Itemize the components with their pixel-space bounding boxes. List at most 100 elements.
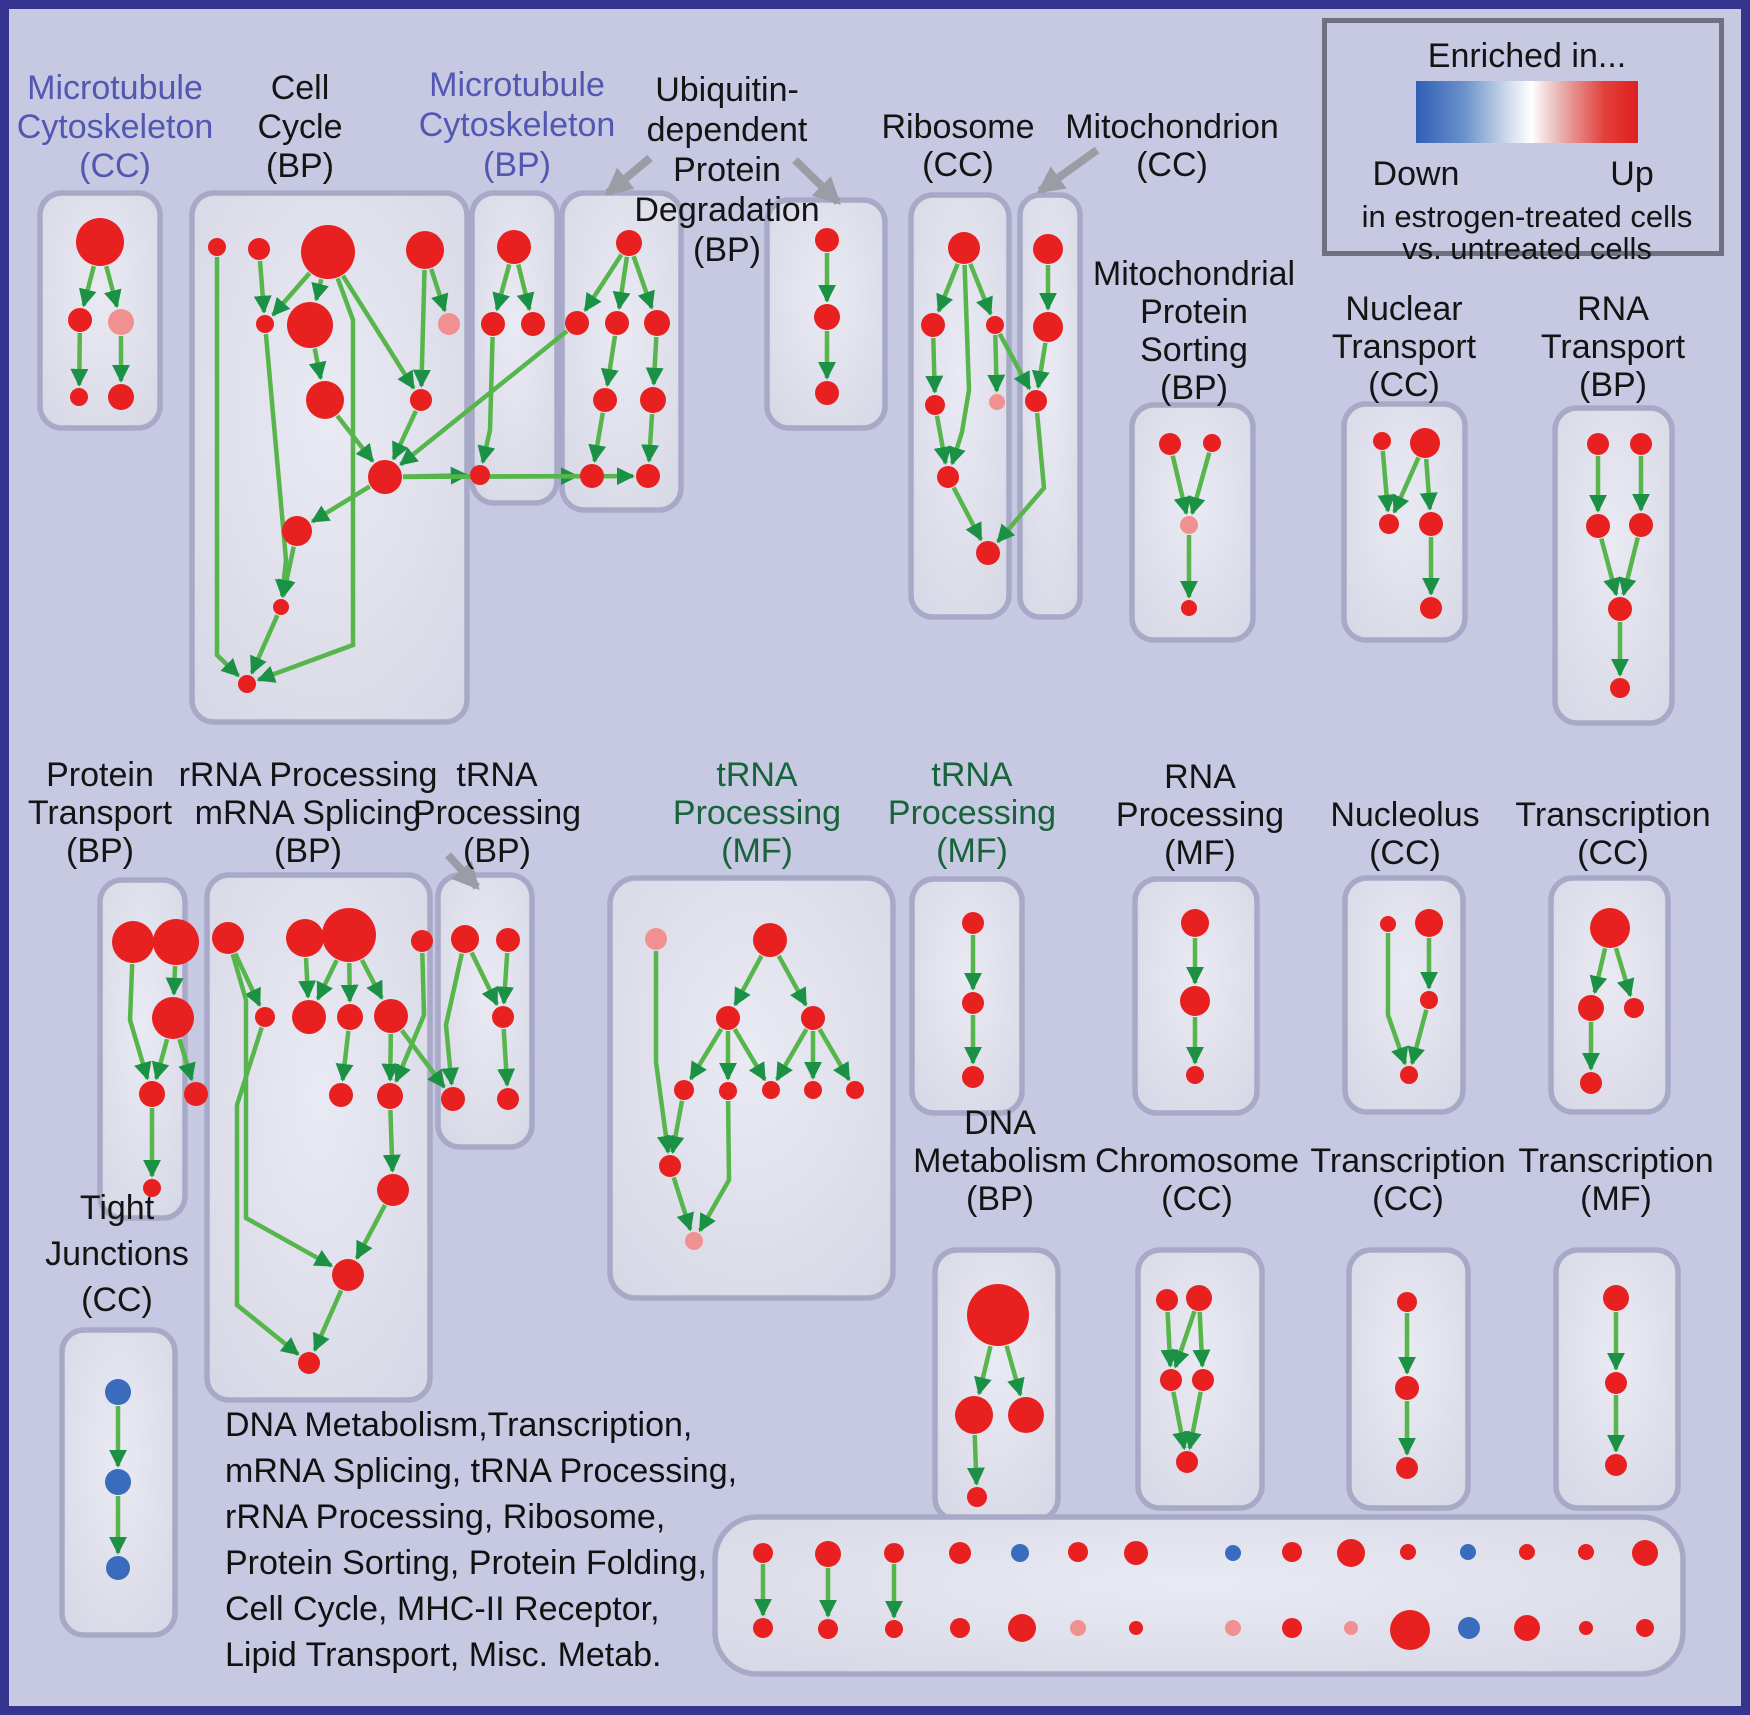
ubiquitin-degradation-bp-left-edge xyxy=(588,412,607,463)
tight-junctions-cc-node xyxy=(105,1469,131,1495)
cell-cycle-bp-edge xyxy=(253,260,272,314)
transcription-cc-mid-node xyxy=(1580,1072,1602,1094)
cell-cycle-bp-node xyxy=(410,389,432,411)
microtubule-cytoskeleton-cc-edge xyxy=(70,332,89,387)
nucleolus-cc-node xyxy=(1420,991,1438,1009)
dna-metabolism-bp-node xyxy=(967,1284,1029,1346)
ubiquitin-degradation-bp-left-node xyxy=(565,311,589,335)
ribosome-cc-node xyxy=(948,232,980,264)
rna-transport-bp-node xyxy=(1587,433,1609,455)
misc-terms-node xyxy=(1458,1617,1480,1639)
trna-processing-mf-large-node xyxy=(846,1081,864,1099)
transcription-cc-mid-edge xyxy=(1589,947,1608,995)
trna-processing-mf-large-node xyxy=(674,1080,694,1100)
microtubule-cytoskeleton-bp-edge xyxy=(492,263,512,312)
label-pointer-arrows xyxy=(445,146,1100,891)
cell-cycle-bp-edge xyxy=(412,269,431,388)
misc-terms-node xyxy=(1011,1544,1029,1562)
ribosome-cc-edge xyxy=(925,337,944,394)
rna-transport-bp-node xyxy=(1608,597,1632,621)
rrna-processing-mrna-splicing-bp-edge xyxy=(312,1289,344,1352)
trna-processing-mf-large-node xyxy=(719,1082,737,1100)
protein-transport-bp-node xyxy=(112,921,154,963)
ribosome-cc-node xyxy=(976,541,1000,565)
rna-transport-bp-node xyxy=(1586,514,1610,538)
nucleolus-cc-node xyxy=(1380,916,1396,932)
protein-transport-bp-edge xyxy=(177,1038,196,1082)
trna-processing-bp-node xyxy=(451,925,479,953)
trna-processing-mf-large-edge xyxy=(733,954,764,1007)
misc-terms-node xyxy=(949,1542,971,1564)
cell-cycle-bp-node xyxy=(406,231,444,269)
rrna-processing-mrna-splicing-bp-edge xyxy=(354,1203,387,1260)
trna-processing-mf-large-node xyxy=(753,923,787,957)
trna-processing-mf-large-edge xyxy=(732,1028,767,1082)
misc-terms-node xyxy=(1632,1540,1658,1566)
legend-gradient-bar xyxy=(1416,81,1638,143)
protein-transport-bp-edge xyxy=(127,963,152,1081)
cross-cluster-edge xyxy=(996,412,1047,544)
rrna-processing-mrna-splicing-bp-box xyxy=(204,872,433,1403)
ribosome-cc-edge xyxy=(933,415,952,465)
ubiquitin-degradation-bp-left-node xyxy=(644,310,670,336)
cell-cycle-bp-node xyxy=(208,238,226,256)
chromosome-cc-node xyxy=(1160,1369,1182,1391)
ubiquitin-degradation-bp-left-edge xyxy=(583,253,624,312)
dna-metabolism-bp-edge xyxy=(1004,1345,1025,1397)
ribosome-cc-node xyxy=(986,316,1004,334)
trna-processing-mf-large-node xyxy=(804,1081,822,1099)
rna-transport-bp-edge xyxy=(1599,538,1621,597)
rna-processing-mf-node xyxy=(1186,1066,1204,1084)
microtubule-cytoskeleton-bp-node xyxy=(497,230,531,264)
ubiquitin-degradation-bp-left-node xyxy=(593,388,617,412)
ubiquitin-degradation-bp-left-edge xyxy=(641,413,660,463)
rrna-processing-mrna-splicing-bp-edge xyxy=(298,957,317,999)
rrna-processing-mrna-splicing-bp-edge xyxy=(233,952,262,1007)
nucleolus-cc-edge xyxy=(1385,933,1409,1066)
transcription-cc-bottom-node xyxy=(1396,1457,1418,1479)
misc-terms-node xyxy=(1514,1615,1540,1641)
microtubule-cytoskeleton-cc-node xyxy=(76,218,124,266)
nuclear-transport-cc-node xyxy=(1373,432,1391,450)
rrna-processing-mrna-splicing-bp-node xyxy=(286,919,324,957)
chromosome-cc-node xyxy=(1176,1451,1198,1473)
nuclear-transport-cc-node xyxy=(1410,428,1440,458)
trna-processing-bp-node xyxy=(497,1088,519,1110)
ubiquitin-degradation-bp-left-node xyxy=(605,311,629,335)
label-pointer-arrow xyxy=(604,154,653,197)
trna-processing-bp-edge xyxy=(497,1028,516,1087)
cell-cycle-bp-edge xyxy=(263,333,293,598)
nucleolus-cc-node xyxy=(1400,1066,1418,1084)
rrna-processing-mrna-splicing-bp-node xyxy=(374,999,408,1033)
cell-cycle-bp-node xyxy=(282,516,312,546)
rrna-processing-mrna-splicing-bp-node xyxy=(377,1174,409,1206)
cell-cycle-bp-edge xyxy=(311,278,329,302)
ribosome-cc-edge xyxy=(968,262,993,316)
ribosome-cc-node xyxy=(921,313,945,337)
microtubule-cytoskeleton-cc-node xyxy=(68,308,92,332)
misc-terms-node xyxy=(1578,1544,1594,1560)
ribosome-cc-node xyxy=(925,395,945,415)
trna-processing-bp-node xyxy=(492,1006,514,1028)
rna-processing-mf-node xyxy=(1180,986,1210,1016)
nucleolus-cc-node xyxy=(1415,909,1443,937)
mitochondrion-cc-node xyxy=(1025,390,1047,412)
trna-processing-mf-large-node xyxy=(762,1081,780,1099)
cross-cluster-edge xyxy=(997,332,1032,391)
trna-processing-mf-large-node xyxy=(645,928,667,950)
cell-cycle-bp-node xyxy=(256,315,274,333)
protein-transport-bp-edge xyxy=(151,1038,170,1081)
cell-cycle-bp-node xyxy=(238,675,256,693)
rna-transport-bp-node xyxy=(1629,513,1653,537)
note-line: DNA Metabolism,Transcription, xyxy=(225,1406,693,1444)
cell-cycle-bp-edge xyxy=(429,268,449,313)
misc-terms-node xyxy=(1636,1619,1654,1637)
misc-terms-node xyxy=(1460,1544,1476,1560)
ribosome-cc-edge xyxy=(936,262,960,313)
trna-processing-mf-large-node xyxy=(801,1006,825,1030)
nuclear-transport-cc-edge xyxy=(1419,458,1438,511)
chromosome-cc-edge xyxy=(1160,1311,1179,1368)
trna-processing-bp-edge xyxy=(441,953,464,1086)
misc-terms-node xyxy=(1344,1621,1358,1635)
rrna-processing-mrna-splicing-bp-edge xyxy=(394,952,427,1083)
